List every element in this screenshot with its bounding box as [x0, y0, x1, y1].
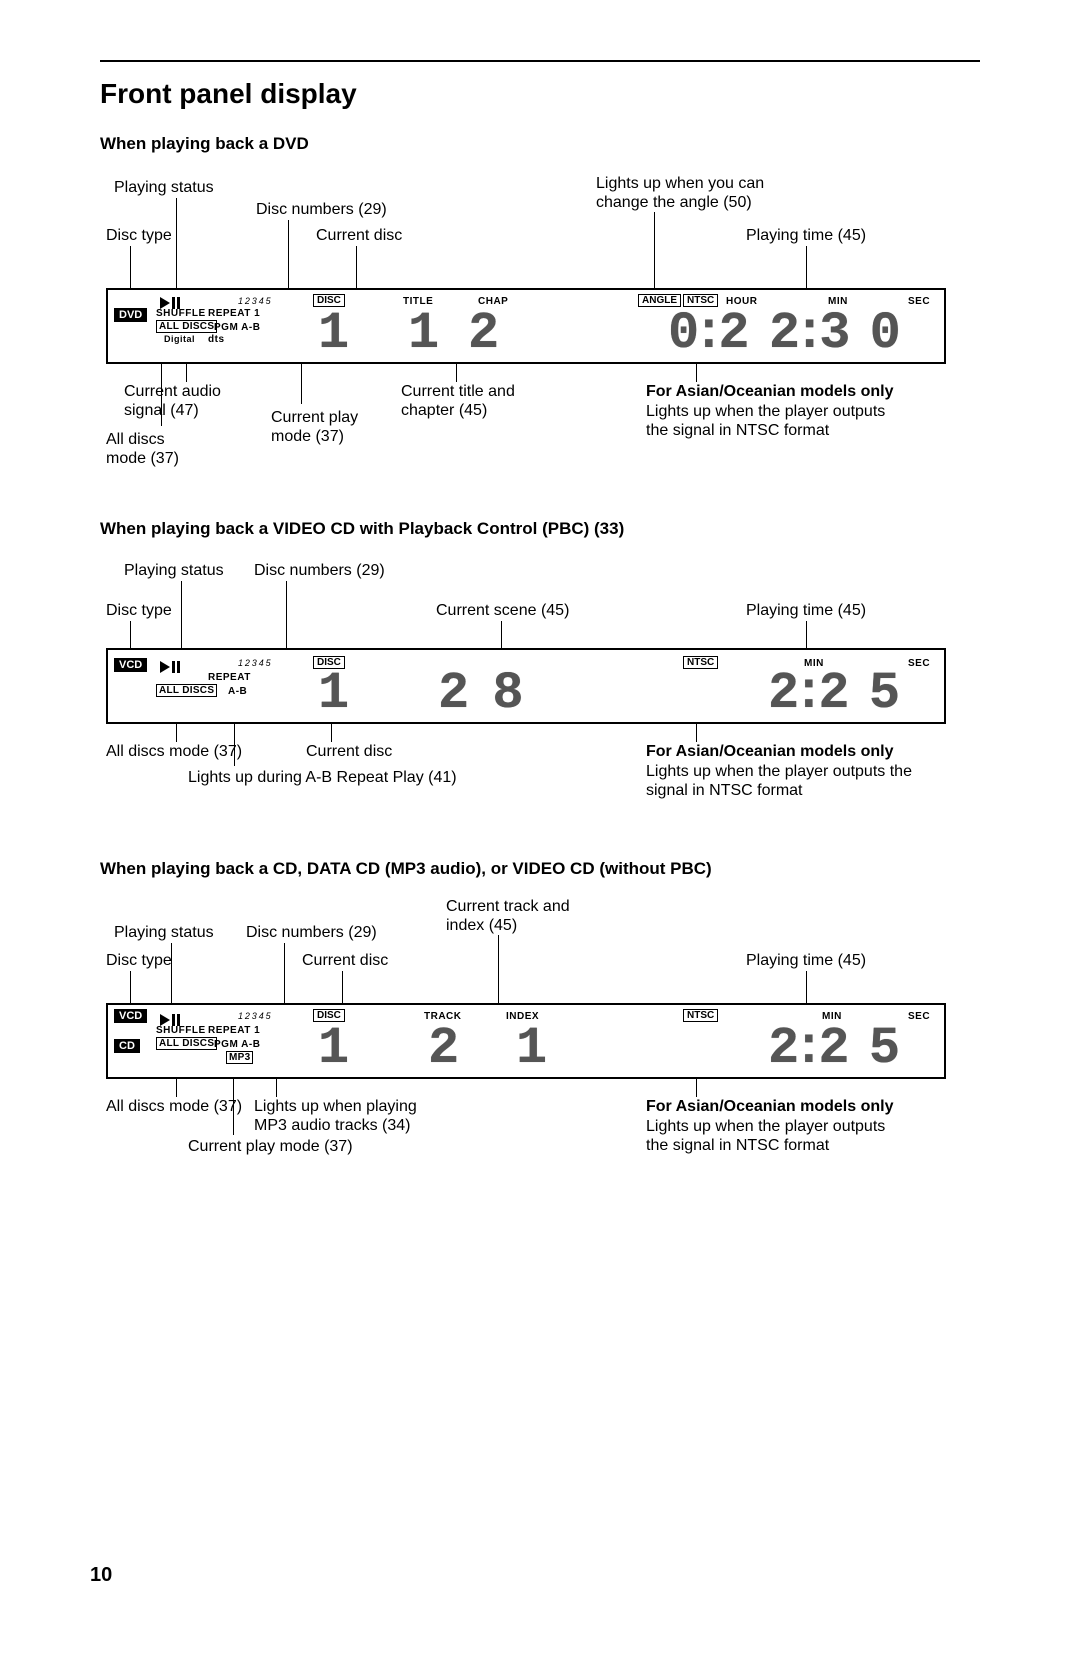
- lbl-ab-repeat: Lights up during A-B Repeat Play (41): [188, 768, 457, 787]
- lbl-sec: SEC: [908, 1011, 930, 1022]
- lbl-disc-type: Disc type: [106, 951, 172, 970]
- txt-discno: 1 2 3 4 5: [238, 1011, 270, 1021]
- txt-dolby: Digital: [164, 334, 195, 344]
- cd-display: VCD CD SHUFFLE REPEAT 1 ALL DISCS PGM A-…: [106, 1003, 946, 1079]
- lbl-all-discs: All discs mode (37): [106, 742, 242, 761]
- lbl-disc-numbers: Disc numbers (29): [256, 200, 387, 219]
- page-number: 10: [90, 1564, 112, 1587]
- badge-cd: CD: [114, 1039, 140, 1053]
- lbl-play-mode: Current play mode (37): [271, 408, 358, 446]
- badge-dvd: DVD: [114, 308, 147, 322]
- txt-alldiscs: ALL DISCS: [156, 684, 217, 697]
- lbl-disc-type: Disc type: [106, 601, 172, 620]
- txt-repeat1: REPEAT 1: [208, 1025, 260, 1036]
- lbl-asian-text: Lights up when the player outputs the si…: [646, 762, 912, 800]
- badge-vcd: VCD: [114, 658, 147, 672]
- lbl-all-discs: All discs mode (37): [106, 1097, 242, 1116]
- d-disc: 1: [318, 1019, 347, 1078]
- txt-pgm: PGM A-B: [214, 322, 260, 333]
- lbl-asian-head: For Asian/Oceanian models only: [646, 1097, 893, 1116]
- lbl-playing-status: Playing status: [124, 561, 224, 580]
- lbl-angle: Lights up when you can change the angle …: [596, 174, 764, 212]
- lbl-all-discs: All discs mode (37): [106, 430, 179, 468]
- section-cd: When playing back a CD, DATA CD (MP3 aud…: [100, 859, 980, 1189]
- txt-repeat1: REPEAT 1: [208, 308, 260, 319]
- badge-vcd: VCD: [114, 1009, 147, 1023]
- lbl-play-mode: Current play mode (37): [188, 1137, 353, 1156]
- lbl-ntsc: NTSC: [683, 656, 718, 669]
- txt-shuffle: SHUFFLE: [156, 308, 206, 319]
- d-title: 1: [408, 304, 437, 363]
- lbl-asian-head: For Asian/Oceanian models only: [646, 382, 893, 401]
- d-track: 2: [428, 1019, 457, 1078]
- dvd-heading: When playing back a DVD: [100, 134, 980, 154]
- txt-alldiscs: ALL DISCS: [156, 320, 217, 333]
- lbl-current-scene: Current scene (45): [436, 601, 569, 620]
- lbl-current-disc: Current disc: [302, 951, 388, 970]
- lbl-ntsc: NTSC: [683, 1009, 718, 1022]
- section-dvd: When playing back a DVD Playing status D…: [100, 134, 980, 479]
- txt-dts: dts: [208, 334, 225, 345]
- lbl-asian-head: For Asian/Oceanian models only: [646, 742, 893, 761]
- d-disc: 1: [318, 664, 347, 723]
- d-scene: 2 8: [438, 664, 520, 723]
- txt-discno: 1 2 3 4 5: [238, 296, 270, 306]
- lbl-audio-signal: Current audio signal (47): [124, 382, 221, 420]
- lbl-playing-time: Playing time (45): [746, 601, 866, 620]
- txt-shuffle: SHUFFLE: [156, 1025, 206, 1036]
- lbl-playing-time: Playing time (45): [746, 226, 866, 245]
- txt-discno: 1 2 3 4 5: [238, 658, 270, 668]
- lbl-sec: SEC: [908, 296, 930, 307]
- dvd-display: DVD SHUFFLE REPEAT 1 ALL DISCS PGM A-B D…: [106, 288, 946, 364]
- txt-pgm: PGM A-B: [214, 1039, 260, 1050]
- txt-ab: A-B: [228, 686, 247, 697]
- lbl-playing-status: Playing status: [114, 178, 214, 197]
- d-time: 2:2 5: [768, 664, 894, 723]
- lbl-playing-time: Playing time (45): [746, 951, 866, 970]
- cd-heading: When playing back a CD, DATA CD (MP3 aud…: [100, 859, 980, 879]
- page-title: Front panel display: [100, 78, 980, 110]
- page-rule: [100, 60, 980, 62]
- txt-repeat: REPEAT: [208, 672, 251, 683]
- section-vcd-pbc: When playing back a VIDEO CD with Playba…: [100, 519, 980, 819]
- lbl-disc-type: Disc type: [106, 226, 172, 245]
- lbl-playing-status: Playing status: [114, 923, 214, 942]
- lbl-sec: SEC: [908, 658, 930, 669]
- lbl-asian-text: Lights up when the player outputs the si…: [646, 1117, 885, 1155]
- lbl-track-index: Current track and index (45): [446, 897, 570, 935]
- lbl-title-chapter: Current title and chapter (45): [401, 382, 515, 420]
- vcd-pbc-heading: When playing back a VIDEO CD with Playba…: [100, 519, 980, 539]
- d-time: 2:2 5: [768, 1019, 894, 1078]
- d-index: 1: [516, 1019, 545, 1078]
- txt-mp3: MP3: [226, 1051, 253, 1064]
- d-disc: 1: [318, 304, 347, 363]
- lbl-disc-numbers: Disc numbers (29): [254, 561, 385, 580]
- d-chap: 2: [468, 304, 497, 363]
- lbl-asian-text: Lights up when the player outputs the si…: [646, 402, 885, 440]
- vcd-pbc-display: VCD REPEAT ALL DISCS A-B 1 2 3 4 5 DISC …: [106, 648, 946, 724]
- lbl-current-disc: Current disc: [306, 742, 392, 761]
- d-time: 0:2 2:3 0: [668, 304, 895, 363]
- lbl-mp3: Lights up when playing MP3 audio tracks …: [254, 1097, 417, 1135]
- lbl-disc-numbers: Disc numbers (29): [246, 923, 377, 942]
- play-pause-icon: [160, 658, 180, 676]
- txt-alldiscs: ALL DISCS: [156, 1037, 217, 1050]
- lbl-current-disc: Current disc: [316, 226, 402, 245]
